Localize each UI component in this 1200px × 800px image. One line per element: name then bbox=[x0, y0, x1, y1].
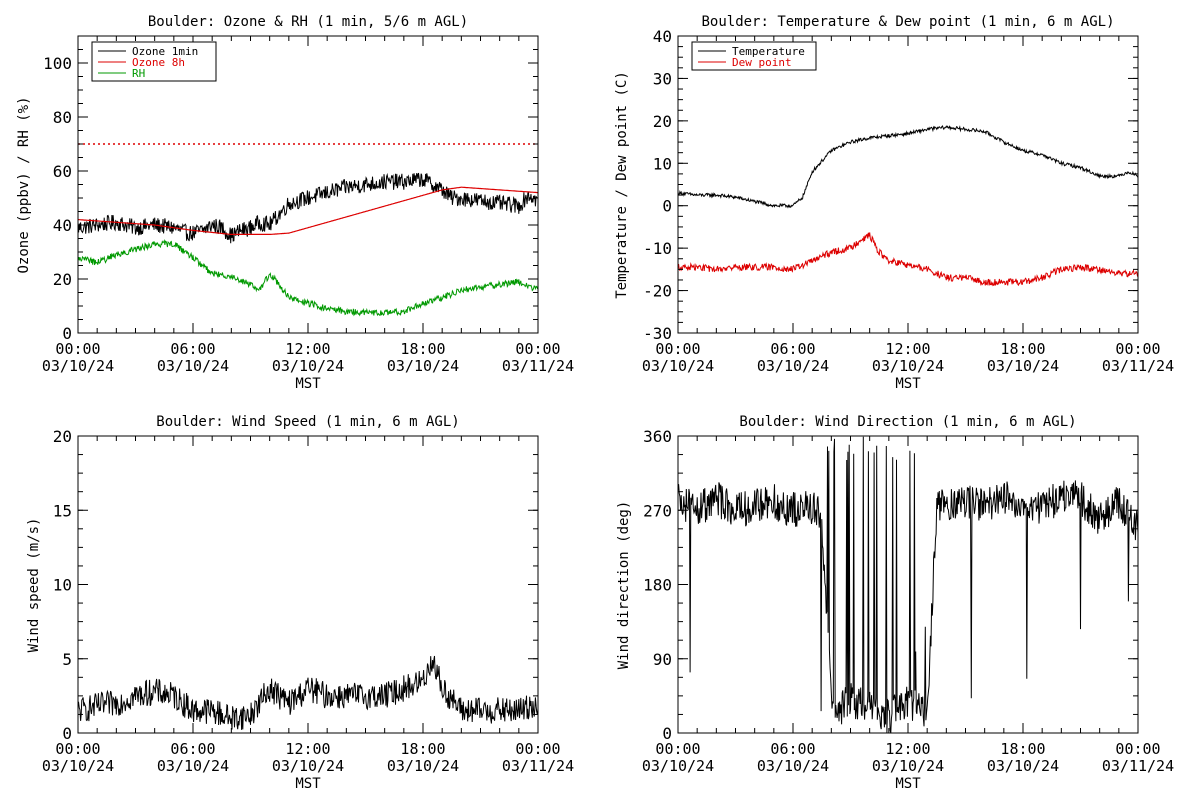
y-tick-label: -30 bbox=[643, 324, 672, 343]
y-tick-label: 20 bbox=[653, 112, 672, 131]
y-axis-label: Wind speed (m/s) bbox=[26, 518, 42, 653]
x-tick-label: 00:00 bbox=[1115, 340, 1160, 358]
y-axis-label: Temperature / Dew point (C) bbox=[614, 71, 630, 299]
x-tick-label: 00:00 bbox=[655, 740, 700, 758]
y-tick-label: 0 bbox=[662, 724, 672, 743]
x-axis-label: MST bbox=[895, 376, 921, 392]
x-tick-date: 03/10/24 bbox=[872, 357, 944, 375]
x-tick-date: 03/10/24 bbox=[872, 757, 944, 775]
y-tick-label: 0 bbox=[662, 197, 672, 216]
x-tick-date: 03/10/24 bbox=[272, 757, 344, 775]
y-tick-label: 100 bbox=[43, 54, 72, 73]
legend bbox=[691, 41, 817, 71]
x-tick-date: 03/10/24 bbox=[272, 357, 344, 375]
panel-ozone-rh: Boulder: Ozone & RH (1 min, 5/6 m AGL) 0… bbox=[16, 14, 574, 392]
panel-title: Boulder: Wind Direction (1 min, 6 m AGL) bbox=[739, 414, 1076, 430]
y-tick-label: 5 bbox=[62, 650, 72, 669]
y-tick-label: 270 bbox=[643, 501, 672, 520]
x-tick-date: 03/10/24 bbox=[42, 357, 114, 375]
x-tick-label: 18:00 bbox=[400, 340, 445, 358]
x-axis-label: MST bbox=[295, 376, 321, 392]
x-tick-label: 06:00 bbox=[170, 740, 215, 758]
y-tick-label: 60 bbox=[53, 162, 72, 181]
x-tick-date: 03/11/24 bbox=[502, 757, 574, 775]
x-axis-label: MST bbox=[295, 776, 321, 792]
x-tick-label: 00:00 bbox=[655, 340, 700, 358]
x-tick-date: 03/10/24 bbox=[757, 757, 829, 775]
series-line-rh bbox=[78, 239, 538, 317]
panel-title: Boulder: Wind Speed (1 min, 6 m AGL) bbox=[156, 414, 459, 430]
y-axis-label: Ozone (ppbv) / RH (%) bbox=[16, 96, 32, 273]
y-tick-label: 20 bbox=[53, 427, 72, 446]
x-tick-date: 03/10/24 bbox=[757, 357, 829, 375]
series-line-dew-point bbox=[678, 232, 1138, 287]
x-tick-label: 00:00 bbox=[55, 740, 100, 758]
panel-title: Boulder: Temperature & Dew point (1 min,… bbox=[701, 14, 1114, 30]
panel-wind-speed: Boulder: Wind Speed (1 min, 6 m AGL) 0 5 1… bbox=[26, 414, 574, 792]
x-tick-label: 06:00 bbox=[770, 340, 815, 358]
x-tick-label: 18:00 bbox=[1000, 340, 1045, 358]
x-tick-date: 03/10/24 bbox=[157, 757, 229, 775]
x-tick-date: 03/11/24 bbox=[1102, 357, 1174, 375]
series-line-wind-direction bbox=[678, 436, 1138, 733]
x-tick-date: 03/11/24 bbox=[502, 357, 574, 375]
y-tick-label: 0 bbox=[62, 724, 72, 743]
x-tick-label: 12:00 bbox=[885, 740, 930, 758]
legend-entry: Temperature bbox=[732, 45, 805, 58]
x-tick-label: 12:00 bbox=[885, 340, 930, 358]
x-tick-label: 18:00 bbox=[1000, 740, 1045, 758]
y-axis-label: Wind direction (deg) bbox=[616, 501, 632, 670]
y-tick-label: 360 bbox=[643, 427, 672, 446]
y-tick-label: 40 bbox=[653, 27, 672, 46]
series-line-temperature bbox=[678, 125, 1138, 209]
x-tick-date: 03/10/24 bbox=[387, 757, 459, 775]
y-tick-label: 15 bbox=[53, 501, 72, 520]
x-tick-label: 06:00 bbox=[770, 740, 815, 758]
x-tick-date: 03/10/24 bbox=[387, 357, 459, 375]
series-line-wind-speed bbox=[78, 655, 538, 730]
y-tick-label: -10 bbox=[643, 239, 672, 258]
panel-title: Boulder: Ozone & RH (1 min, 5/6 m AGL) bbox=[148, 14, 468, 30]
y-tick-label: -20 bbox=[643, 282, 672, 301]
x-tick-date: 03/11/24 bbox=[1102, 757, 1174, 775]
x-tick-label: 00:00 bbox=[515, 740, 560, 758]
x-tick-label: 12:00 bbox=[285, 740, 330, 758]
x-tick-label: 12:00 bbox=[285, 340, 330, 358]
x-tick-label: 00:00 bbox=[515, 340, 560, 358]
y-tick-label: 10 bbox=[53, 576, 72, 595]
panel-wind-direction: Boulder: Wind Direction (1 min, 6 m AGL)… bbox=[616, 414, 1174, 792]
legend-entry: Ozone 8h bbox=[132, 56, 185, 69]
x-tick-date: 03/10/24 bbox=[642, 357, 714, 375]
x-tick-label: 06:00 bbox=[170, 340, 215, 358]
x-tick-label: 00:00 bbox=[55, 340, 100, 358]
legend-entry: Dew point bbox=[732, 56, 792, 69]
x-tick-label: 18:00 bbox=[400, 740, 445, 758]
y-tick-label: 30 bbox=[653, 69, 672, 88]
x-axis-label: MST bbox=[895, 776, 921, 792]
x-tick-date: 03/10/24 bbox=[987, 757, 1059, 775]
y-tick-label: 80 bbox=[53, 108, 72, 127]
panel-temperature-dewpoint: Boulder: Temperature & Dew point (1 min,… bbox=[614, 14, 1174, 392]
x-tick-label: 00:00 bbox=[1115, 740, 1160, 758]
legend-entry: RH bbox=[132, 67, 145, 80]
y-tick-label: 10 bbox=[653, 154, 672, 173]
series-line-ozone-1min bbox=[78, 172, 538, 244]
y-tick-label: 90 bbox=[653, 650, 672, 669]
y-tick-label: 180 bbox=[643, 576, 672, 595]
y-tick-label: 20 bbox=[53, 270, 72, 289]
x-tick-date: 03/10/24 bbox=[42, 757, 114, 775]
x-tick-date: 03/10/24 bbox=[642, 757, 714, 775]
series-line-ozone-8h bbox=[78, 186, 538, 235]
y-tick-label: 0 bbox=[62, 324, 72, 343]
x-tick-date: 03/10/24 bbox=[987, 357, 1059, 375]
legend-entry: Ozone 1min bbox=[132, 45, 198, 58]
y-tick-label: 40 bbox=[53, 216, 72, 235]
x-tick-date: 03/10/24 bbox=[157, 357, 229, 375]
